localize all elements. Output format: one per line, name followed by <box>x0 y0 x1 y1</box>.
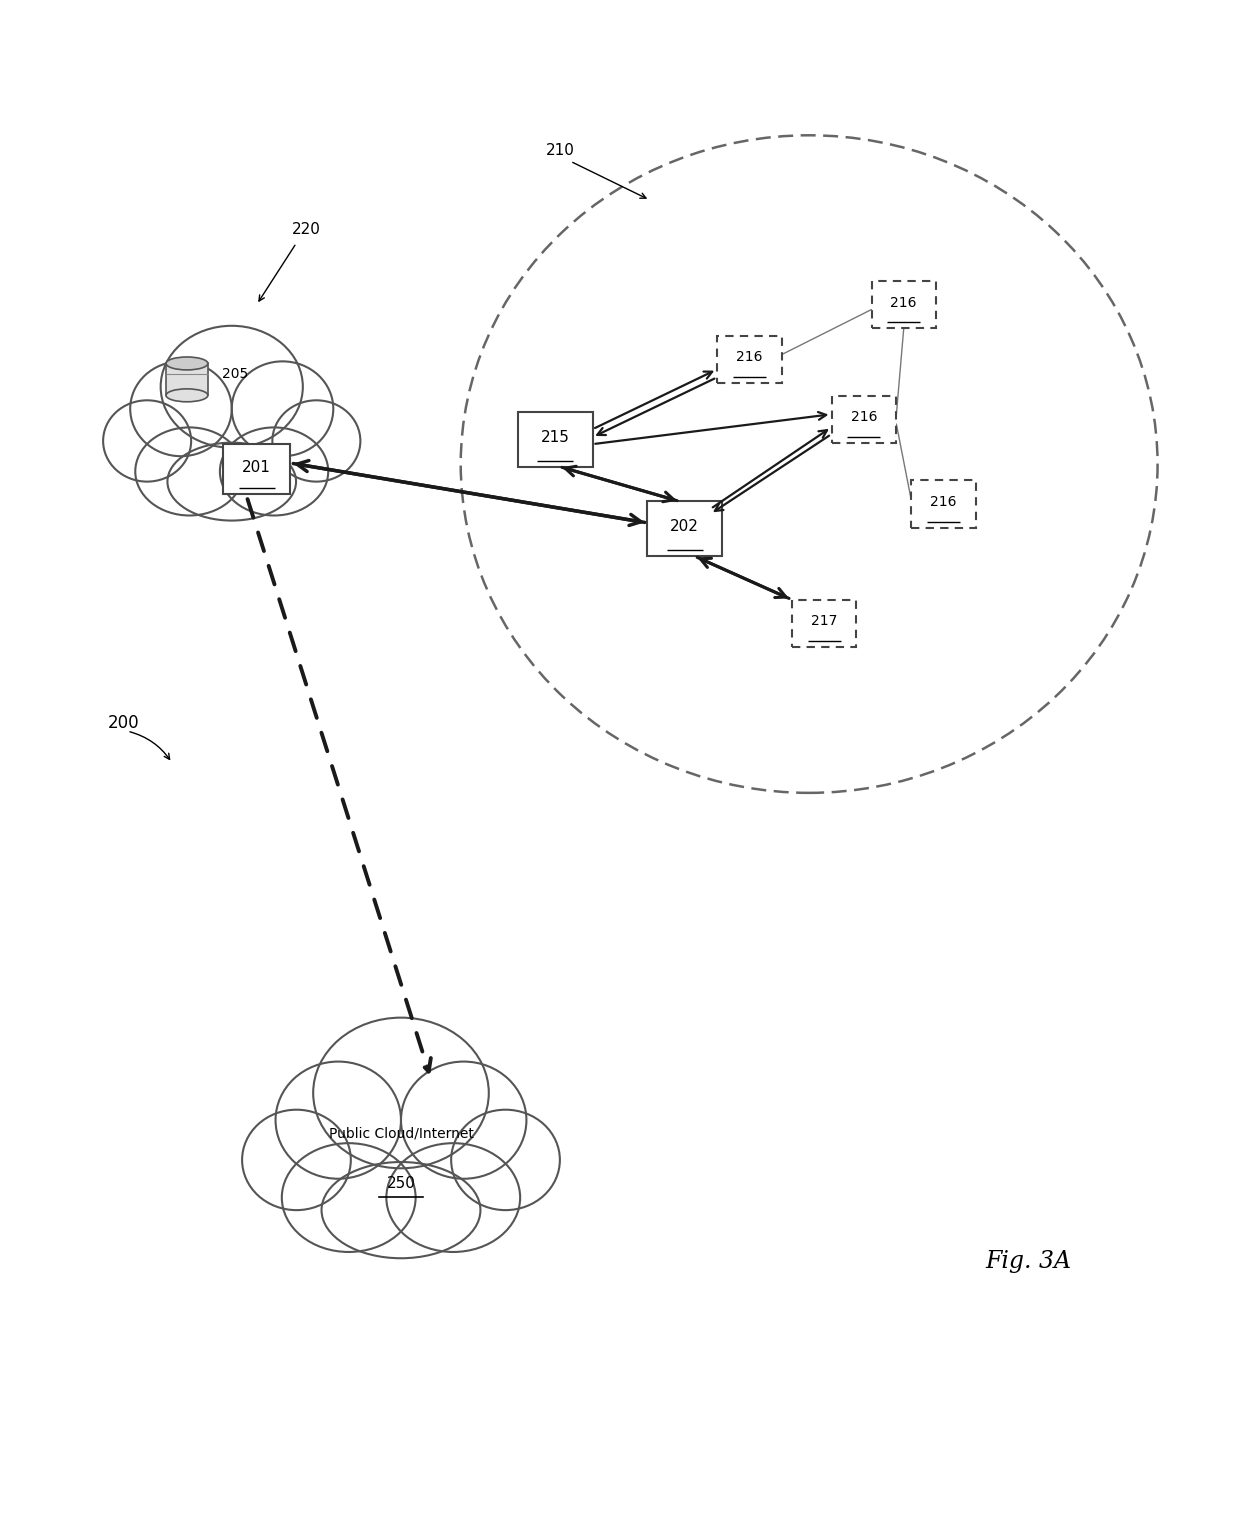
Ellipse shape <box>281 1144 415 1251</box>
Text: 205: 205 <box>222 368 248 381</box>
Ellipse shape <box>273 401 361 481</box>
Text: 216: 216 <box>930 495 957 508</box>
Text: 201: 201 <box>242 460 272 475</box>
Text: 202: 202 <box>671 519 699 534</box>
Ellipse shape <box>461 135 1158 793</box>
Text: 215: 215 <box>541 430 569 445</box>
FancyBboxPatch shape <box>911 480 976 528</box>
FancyBboxPatch shape <box>872 281 936 328</box>
Ellipse shape <box>103 401 191 481</box>
FancyBboxPatch shape <box>647 501 722 557</box>
FancyBboxPatch shape <box>832 395 897 443</box>
Ellipse shape <box>314 1018 489 1168</box>
Ellipse shape <box>166 357 208 369</box>
Ellipse shape <box>321 1162 480 1259</box>
FancyBboxPatch shape <box>166 363 208 395</box>
Ellipse shape <box>451 1109 560 1210</box>
Text: 250: 250 <box>387 1176 415 1191</box>
FancyBboxPatch shape <box>223 445 290 493</box>
Text: 220: 220 <box>291 222 321 238</box>
Ellipse shape <box>161 325 303 448</box>
Text: 200: 200 <box>108 714 139 732</box>
Ellipse shape <box>167 443 296 520</box>
Ellipse shape <box>166 389 208 402</box>
Text: Fig. 3A: Fig. 3A <box>985 1250 1071 1272</box>
Text: 210: 210 <box>546 142 574 157</box>
Text: 216: 216 <box>737 351 763 365</box>
Ellipse shape <box>242 1109 351 1210</box>
Ellipse shape <box>130 362 232 457</box>
FancyBboxPatch shape <box>792 599 857 648</box>
FancyBboxPatch shape <box>518 412 593 466</box>
Ellipse shape <box>387 1144 520 1251</box>
Ellipse shape <box>219 427 329 516</box>
Ellipse shape <box>135 427 243 516</box>
Text: 217: 217 <box>811 614 837 628</box>
Ellipse shape <box>401 1062 527 1179</box>
Ellipse shape <box>275 1062 401 1179</box>
FancyBboxPatch shape <box>717 336 781 383</box>
Ellipse shape <box>232 362 334 457</box>
Text: Public Cloud/Internet: Public Cloud/Internet <box>329 1127 474 1141</box>
Text: 216: 216 <box>851 410 877 424</box>
Text: 216: 216 <box>890 295 916 310</box>
